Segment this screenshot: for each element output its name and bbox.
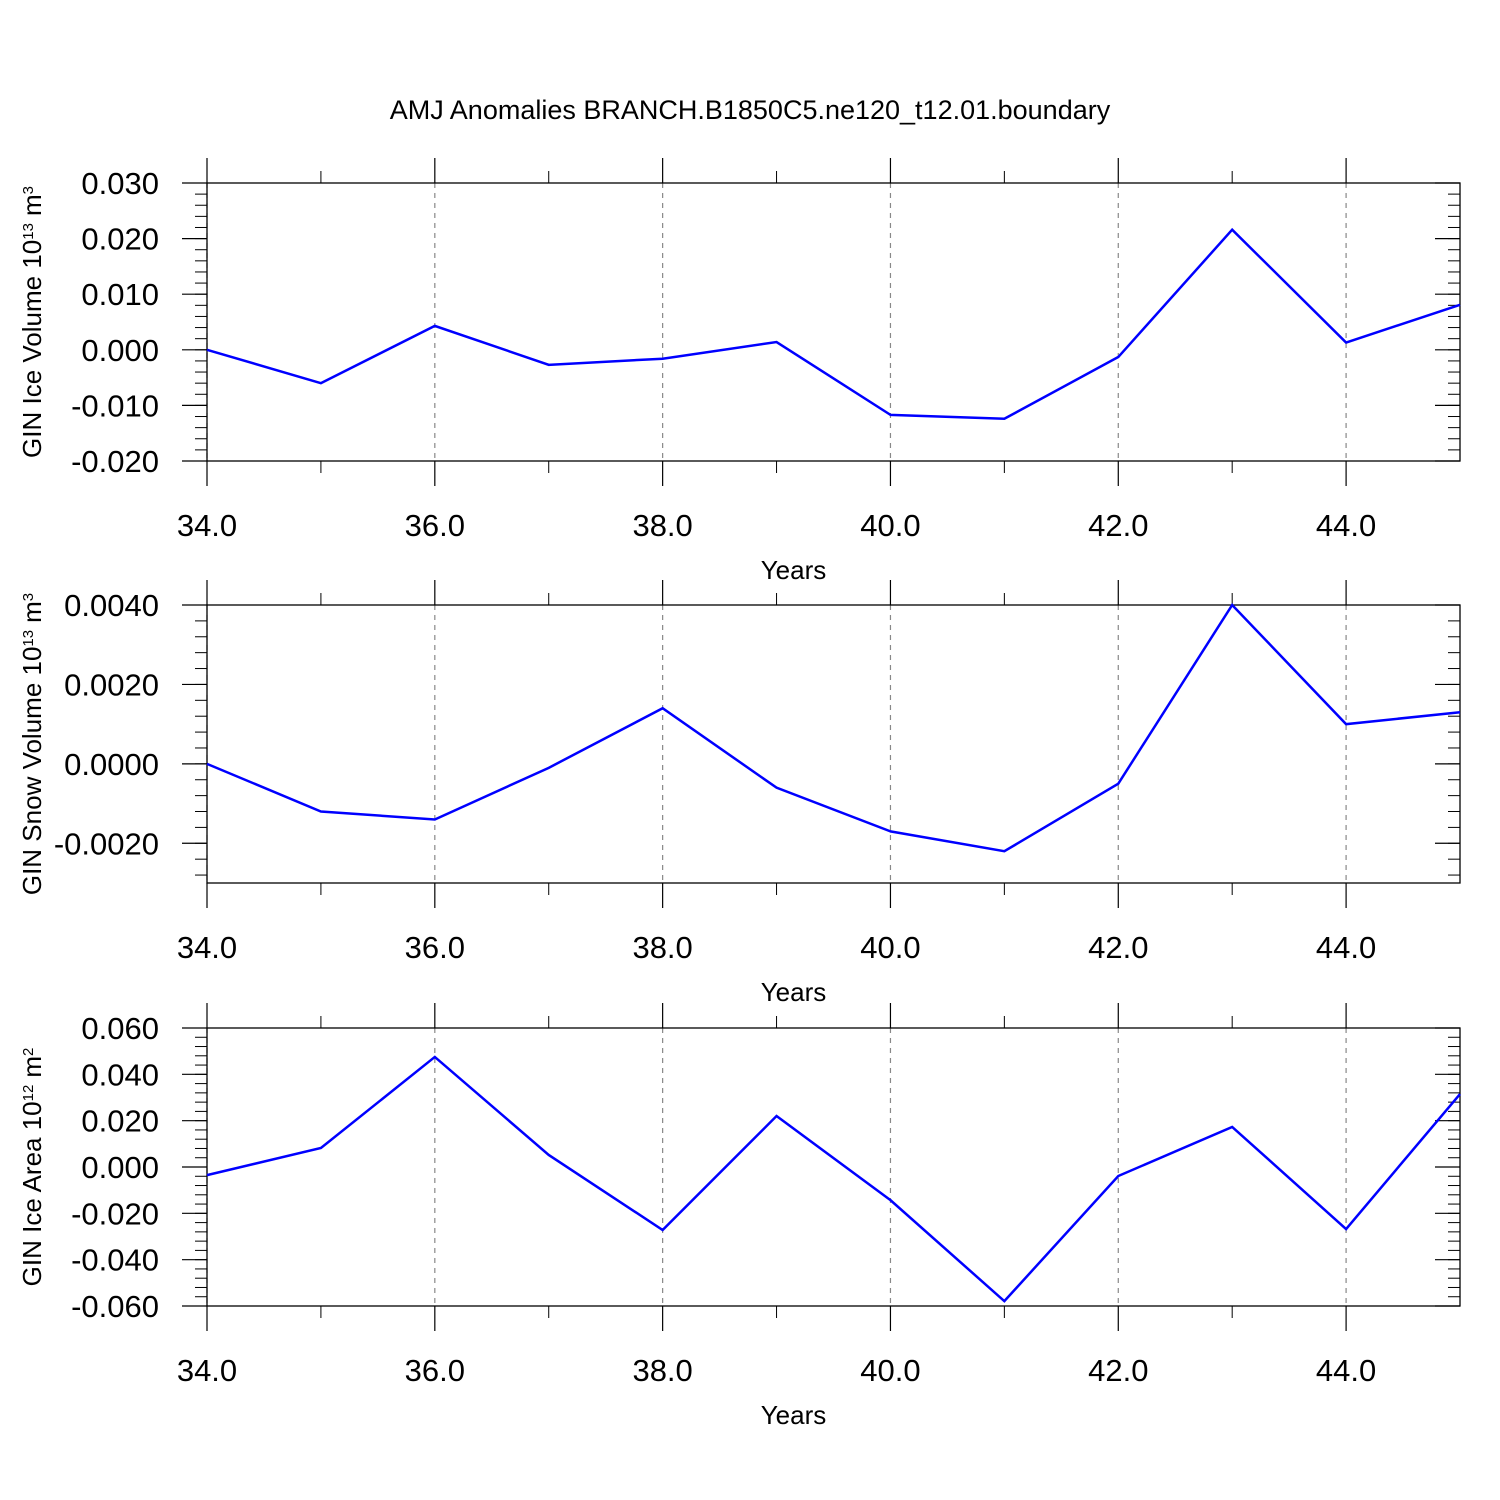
y-axis-label-part: 13: [20, 223, 37, 240]
x-tick-label: 38.0: [632, 930, 692, 965]
y-axis-label-part: m: [17, 194, 47, 216]
x-tick-label: 36.0: [405, 508, 465, 543]
x-tick-label: 42.0: [1088, 930, 1148, 965]
x-tick-label: 40.0: [860, 508, 920, 543]
x-tick-label: 42.0: [1088, 508, 1148, 543]
x-tick-label: 42.0: [1088, 1353, 1148, 1388]
y-tick-label: 0.020: [81, 1104, 159, 1139]
data-line: [206, 1055, 1461, 1303]
y-tick-label: 0.060: [81, 1011, 159, 1046]
plot-frame: [206, 182, 1461, 462]
plot-frame: [206, 1027, 1461, 1307]
x-axis-label: Years: [761, 977, 827, 1007]
x-tick-label: 36.0: [405, 1353, 465, 1388]
x-tick-label: 40.0: [860, 930, 920, 965]
y-axis-label-part: GIN Ice Volume 10: [17, 240, 47, 458]
y-tick-label: -0.060: [71, 1289, 159, 1324]
x-axis-label: Years: [761, 555, 827, 585]
y-tick-label: 0.030: [81, 166, 159, 201]
y-axis-label-part: GIN Snow Volume 10: [17, 647, 47, 896]
y-tick-label: 0.000: [81, 1150, 159, 1185]
y-tick-label: -0.0020: [54, 826, 159, 861]
y-tick-label: 0.040: [81, 1057, 159, 1092]
y-axis-label-part: 12: [20, 1085, 37, 1102]
y-axis-label: GIN Snow Volume 1013 m3: [17, 593, 47, 895]
x-tick-label: 44.0: [1316, 1353, 1376, 1388]
data-line: [206, 602, 1461, 853]
y-axis-label: GIN Ice Area 1012 m2: [17, 1048, 47, 1287]
chart-title: AMJ Anomalies BRANCH.B1850C5.ne120_t12.0…: [390, 95, 1111, 125]
y-axis-label: GIN Ice Volume 1013 m3: [17, 186, 47, 458]
y-axis-label-part: GIN Ice Area 10: [17, 1101, 47, 1286]
x-tick-label: 44.0: [1316, 930, 1376, 965]
y-tick-label: 0.0040: [64, 588, 159, 623]
y-axis-label-part: m: [17, 1056, 47, 1078]
x-tick-label: 38.0: [632, 1353, 692, 1388]
y-axis-label-part: m: [17, 601, 47, 623]
plot-frame: [206, 604, 1461, 884]
y-tick-label: -0.020: [71, 444, 159, 479]
y-tick-label: -0.040: [71, 1243, 159, 1278]
x-tick-label: 34.0: [177, 930, 237, 965]
y-axis-label-part: 3: [20, 593, 37, 601]
data-line: [206, 227, 1461, 421]
y-axis-label-part: 3: [20, 186, 37, 194]
y-tick-label: 0.010: [81, 277, 159, 312]
x-tick-label: 40.0: [860, 1353, 920, 1388]
y-tick-label: -0.010: [71, 388, 159, 423]
y-tick-label: 0.020: [81, 222, 159, 257]
y-tick-label: 0.0000: [64, 747, 159, 782]
x-tick-label: 34.0: [177, 508, 237, 543]
x-tick-label: 44.0: [1316, 508, 1376, 543]
x-tick-label: 36.0: [405, 930, 465, 965]
y-tick-label: -0.020: [71, 1196, 159, 1231]
y-tick-label: 0.000: [81, 333, 159, 368]
x-tick-label: 38.0: [632, 508, 692, 543]
y-axis-label-part: 13: [20, 630, 37, 647]
x-axis-label: Years: [761, 1400, 827, 1430]
x-tick-label: 34.0: [177, 1353, 237, 1388]
y-axis-label-part: 2: [20, 1048, 37, 1056]
y-tick-label: 0.0020: [64, 667, 159, 702]
